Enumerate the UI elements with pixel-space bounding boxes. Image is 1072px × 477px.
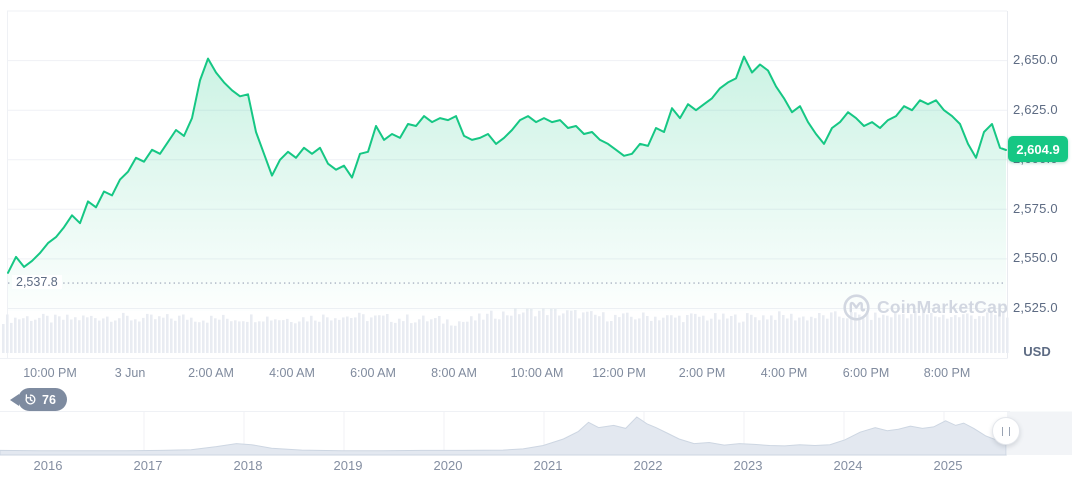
year-label: 2021 bbox=[533, 458, 563, 473]
y-axis-label: 2,525.0 bbox=[1013, 300, 1058, 315]
year-label: 2019 bbox=[333, 458, 363, 473]
grip-icon bbox=[1002, 426, 1010, 436]
year-label: 2025 bbox=[933, 458, 963, 473]
year-label: 2017 bbox=[133, 458, 163, 473]
year-label: 2023 bbox=[733, 458, 763, 473]
x-axis-label: 2:00 PM bbox=[678, 366, 726, 380]
y-axis-label: 2,550.0 bbox=[1013, 250, 1058, 265]
current-price-badge: 2,604.9 bbox=[1008, 136, 1068, 162]
y-axis-label: 2,650.0 bbox=[1013, 52, 1058, 67]
x-axis-label: 8:00 AM bbox=[431, 366, 477, 380]
history-count-badge[interactable]: 76 bbox=[18, 388, 67, 411]
y-axis-label: 2,575.0 bbox=[1013, 201, 1058, 216]
x-axis-label: 3 Jun bbox=[114, 366, 146, 380]
price-chart-plot-area[interactable] bbox=[0, 0, 1007, 358]
y-axis-label: 2,625.0 bbox=[1013, 102, 1058, 117]
history-count: 76 bbox=[42, 392, 56, 407]
x-axis-label: 6:00 PM bbox=[842, 366, 890, 380]
x-axis-label: 10:00 AM bbox=[510, 366, 564, 380]
x-axis-label: 6:00 AM bbox=[350, 366, 396, 380]
year-label: 2022 bbox=[633, 458, 663, 473]
x-axis-label: 12:00 PM bbox=[592, 366, 646, 380]
currency-label: USD bbox=[1023, 344, 1051, 359]
year-label: 2018 bbox=[233, 458, 263, 473]
x-axis-label: 2:00 AM bbox=[188, 366, 234, 380]
x-axis-label: 4:00 PM bbox=[760, 366, 808, 380]
x-axis-label: 4:00 AM bbox=[269, 366, 315, 380]
history-clock-icon bbox=[25, 394, 36, 405]
x-axis-label: 10:00 PM bbox=[23, 366, 77, 380]
x-axis-label: 8:00 PM bbox=[923, 366, 971, 380]
range-selector[interactable] bbox=[0, 411, 1007, 456]
year-label: 2020 bbox=[433, 458, 463, 473]
session-low-label: 2,537.8 bbox=[12, 275, 62, 289]
year-label: 2016 bbox=[33, 458, 63, 473]
year-label: 2024 bbox=[833, 458, 863, 473]
range-slider-handle[interactable] bbox=[992, 417, 1020, 445]
